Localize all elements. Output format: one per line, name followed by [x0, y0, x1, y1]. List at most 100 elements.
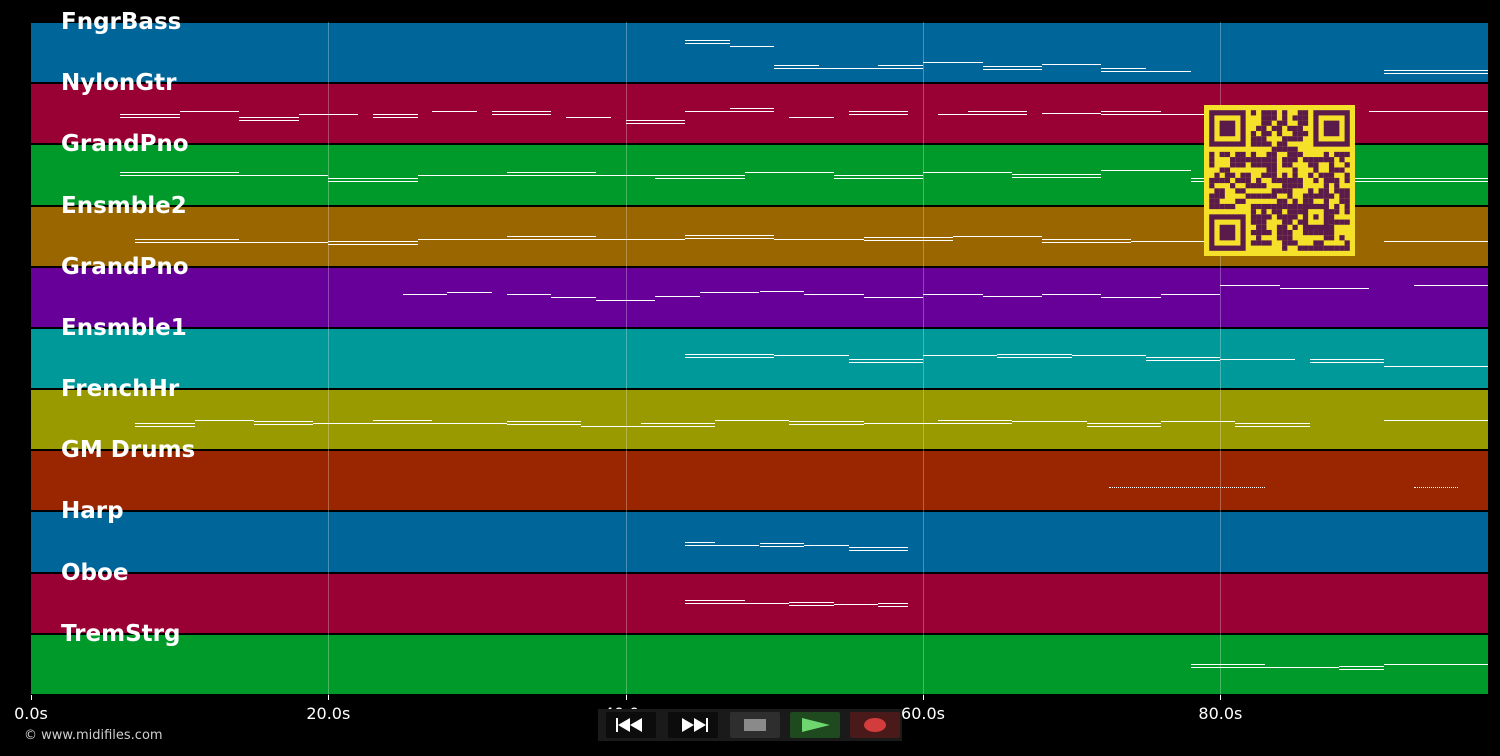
note-line: [997, 353, 1072, 355]
note-line: [506, 420, 582, 422]
note-line: [135, 425, 195, 427]
note-line: [417, 174, 507, 176]
record-button[interactable]: [850, 712, 900, 738]
note-line: [1369, 110, 1488, 112]
track-label: NylonGtr: [61, 70, 177, 97]
note-line: [967, 110, 1028, 112]
note-line: [1101, 110, 1161, 112]
note-line: [1131, 241, 1221, 243]
note-line: [1012, 420, 1087, 422]
track-lane: [31, 634, 1488, 694]
play-button[interactable]: [790, 712, 840, 738]
track-label: Ensmble1: [61, 314, 187, 341]
note-line: [1220, 285, 1280, 287]
note-line: [982, 66, 1042, 68]
note-line: [506, 423, 582, 425]
note-line: [135, 242, 240, 244]
note-line: [551, 297, 596, 299]
note-line: [595, 300, 656, 302]
note-line: [1101, 170, 1191, 172]
axis-tick: [923, 695, 925, 700]
note-line: [1413, 486, 1459, 489]
note-line: [729, 46, 775, 48]
note-line: [372, 422, 433, 424]
note-line: [923, 61, 983, 63]
axis-tick: [31, 695, 32, 700]
credit-text: © www.midifiles.com: [24, 728, 163, 743]
note-line: [1071, 355, 1147, 357]
axis-tick: [328, 695, 330, 700]
note-line: [1383, 664, 1488, 666]
note-line: [1220, 358, 1295, 360]
note-line: [120, 113, 180, 115]
note-line: [685, 110, 730, 112]
note-line: [774, 64, 819, 66]
note-line: [254, 423, 314, 425]
track-lane: [31, 390, 1488, 450]
note-line: [685, 356, 775, 358]
fast-forward-button[interactable]: [668, 712, 718, 738]
note-line: [239, 242, 329, 244]
note-line: [1101, 113, 1161, 115]
note-line: [863, 240, 953, 242]
note-line: [1146, 360, 1221, 362]
note-line: [863, 422, 938, 424]
note-line: [417, 239, 507, 241]
note-line: [120, 174, 240, 176]
note-line: [863, 237, 953, 239]
note-line: [239, 174, 329, 176]
note-line: [1101, 68, 1147, 70]
track-label: Harp: [61, 498, 124, 525]
note-line: [685, 40, 730, 42]
note-line: [1279, 288, 1370, 290]
note-line: [833, 177, 924, 179]
note-line: [685, 603, 745, 605]
note-line: [1012, 176, 1102, 178]
note-line: [432, 422, 507, 424]
note-line: [1146, 70, 1191, 72]
note-line: [714, 419, 790, 421]
note-line: [491, 113, 552, 115]
note-line: [1235, 422, 1310, 424]
note-line: [685, 542, 715, 544]
stop-button[interactable]: [730, 712, 780, 738]
note-line: [432, 110, 477, 112]
note-line: [804, 294, 864, 296]
track-lane: [31, 267, 1488, 327]
note-line: [328, 244, 418, 246]
note-line: [1041, 112, 1102, 114]
note-line: [923, 294, 983, 296]
note-line: [1413, 285, 1488, 287]
note-line: [848, 110, 909, 112]
note-line: [729, 110, 775, 112]
grid-line: [328, 22, 330, 695]
note-line: [789, 423, 864, 425]
note-line: [774, 67, 819, 69]
rewind-button[interactable]: [606, 712, 656, 738]
track-label: FngrBass: [61, 9, 182, 35]
note-line: [982, 69, 1042, 71]
note-line: [372, 419, 433, 421]
track-lane: [31, 23, 1488, 83]
track-label: Oboe: [61, 559, 129, 586]
note-line: [120, 116, 180, 118]
note-line: [1383, 69, 1488, 71]
note-line: [640, 425, 715, 427]
note-line: [1309, 361, 1384, 363]
note-line: [818, 67, 879, 69]
grid-line: [625, 22, 627, 695]
note-line: [1309, 358, 1384, 360]
note-line: [581, 425, 641, 427]
note-line: [833, 604, 879, 606]
note-line: [804, 545, 849, 547]
note-line: [1383, 419, 1488, 421]
note-line: [878, 64, 924, 66]
note-line: [744, 171, 834, 173]
note-line: [328, 178, 418, 179]
note-line: [655, 174, 745, 176]
note-line: [759, 291, 805, 293]
note-line: [1041, 294, 1102, 296]
note-line: [194, 419, 254, 421]
note-line: [848, 361, 924, 363]
note-line: [1041, 239, 1132, 241]
